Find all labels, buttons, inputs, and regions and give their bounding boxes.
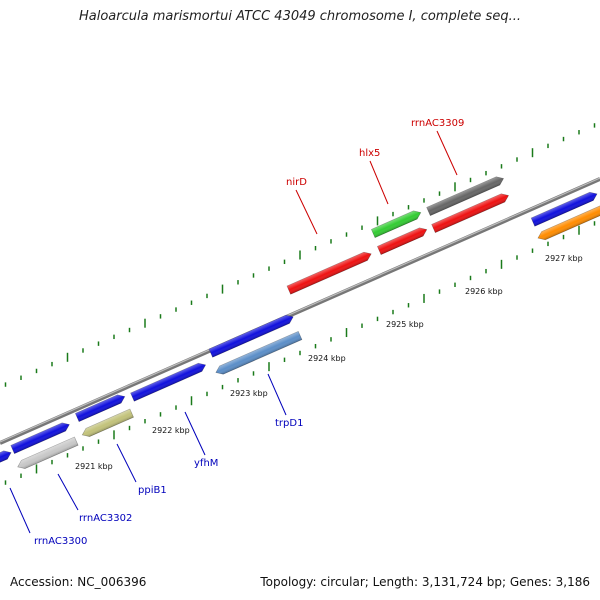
tick-label: 2927 kbp (545, 254, 583, 263)
feature-rrnAC3309-arrow[interactable] (431, 191, 511, 234)
gene-label-rrnAC3309[interactable]: rrnAC3309 (411, 118, 464, 129)
leader-hlx5 (369, 160, 389, 205)
leader-rrnAC3302 (57, 473, 79, 511)
feature-blue-arrow[interactable] (130, 361, 208, 402)
feature-blue-arrow[interactable] (10, 420, 71, 454)
sequence-backbone-highlight (0, 177, 600, 443)
leader-rrnAC3300 (9, 487, 31, 534)
gene-label-yfhM[interactable]: yfhM (194, 458, 218, 469)
leader-trpD1 (267, 373, 287, 416)
gene-label-trpD1[interactable]: trpD1 (275, 418, 303, 429)
feature-nirD-arrow[interactable] (286, 250, 373, 295)
feature-green-arrow[interactable] (370, 208, 422, 238)
outer-tick-row (4, 123, 596, 387)
leader-rrnAC3309 (436, 130, 458, 176)
gene-label-ppiB1[interactable]: ppiB1 (138, 485, 167, 496)
gene-label-rrnAC3300[interactable]: rrnAC3300 (34, 536, 87, 547)
tick-label: 2925 kbp (386, 320, 424, 329)
inner-tick-row (4, 221, 596, 485)
tick-label: 2926 kbp (465, 287, 503, 296)
feature-blue-arrow[interactable] (208, 313, 295, 358)
tick-label: 2924 kbp (308, 354, 346, 363)
feature-gray-arrow[interactable] (426, 174, 506, 217)
gene-label-nirD[interactable]: nirD (286, 177, 307, 188)
leader-ppiB1 (116, 443, 137, 483)
feature-trpD1-arrow[interactable] (214, 330, 303, 376)
leader-nirD (295, 189, 318, 235)
tick-label: 2922 kbp (152, 426, 190, 435)
feature-hlx5-arrow[interactable] (376, 225, 428, 255)
gene-label-leaders (9, 130, 458, 534)
feature-rrnAC3300-arrow[interactable] (16, 436, 79, 471)
map-title: Haloarcula marismortui ATCC 43049 chromo… (79, 9, 521, 24)
tick-label: 2923 kbp (230, 389, 268, 398)
feature-track (0, 174, 600, 471)
sequence-backbone (0, 177, 600, 445)
feature-ppiB1-arrow[interactable] (80, 408, 134, 439)
feature-blue-arrow[interactable] (0, 448, 13, 466)
sequence-summary: Topology: circular; Length: 3,131,724 bp… (260, 575, 590, 589)
feature-orange-arrow[interactable] (536, 205, 600, 242)
tick-label: 2921 kbp (75, 462, 113, 471)
accession-text: Accession: NC_006396 (10, 575, 147, 589)
feature-blue-arrow[interactable] (74, 392, 126, 422)
feature-blue-arrow[interactable] (530, 190, 599, 227)
gene-label-hlx5[interactable]: hlx5 (359, 148, 380, 159)
gene-label-rrnAC3302[interactable]: rrnAC3302 (79, 513, 132, 524)
leader-yfhM (184, 411, 206, 456)
